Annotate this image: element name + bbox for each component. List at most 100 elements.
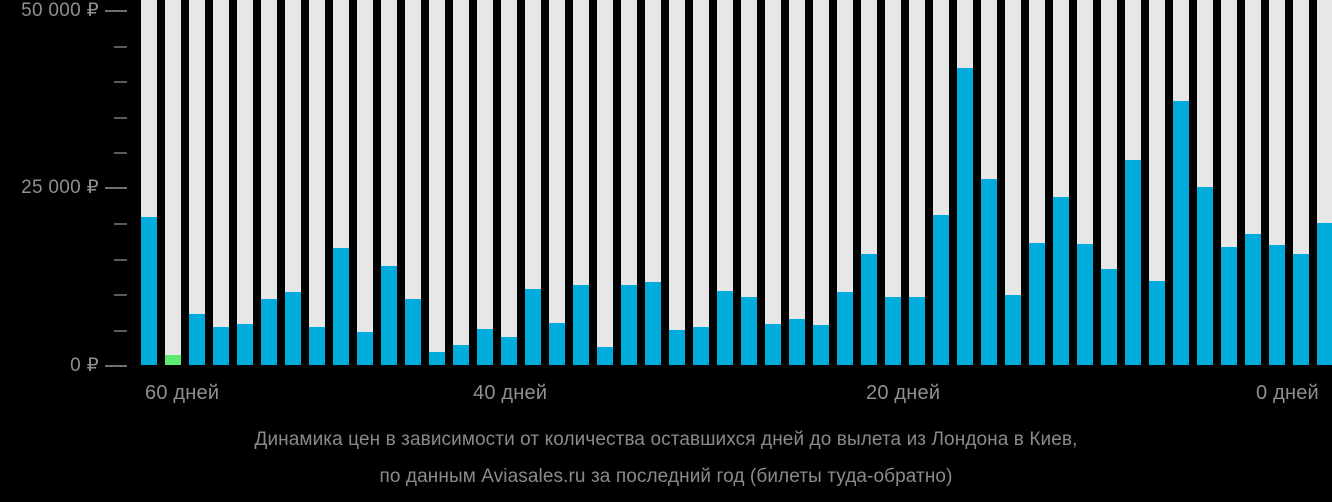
bar-29-days[interactable] bbox=[885, 0, 901, 365]
bar-35-days[interactable] bbox=[741, 0, 757, 365]
bar-track bbox=[165, 0, 181, 365]
bar-57-days[interactable] bbox=[213, 0, 229, 365]
y-axis-tick-major-0 bbox=[105, 365, 127, 367]
bar-track bbox=[1149, 0, 1165, 365]
bar-36-days[interactable] bbox=[717, 0, 733, 365]
bar-track bbox=[549, 0, 565, 365]
bar-19-days[interactable] bbox=[1125, 0, 1141, 365]
bar-fill bbox=[1221, 247, 1237, 365]
bar-27-days[interactable] bbox=[933, 0, 949, 365]
bar-fill bbox=[861, 254, 877, 365]
bar-25-days[interactable] bbox=[981, 0, 997, 365]
bar-track bbox=[189, 0, 205, 365]
bar-fill bbox=[1317, 223, 1332, 365]
bar-track bbox=[261, 0, 277, 365]
bar-40-days[interactable] bbox=[621, 0, 637, 365]
bar-43-days[interactable] bbox=[549, 0, 565, 365]
bar-45-days[interactable] bbox=[501, 0, 517, 365]
bar-13-days[interactable] bbox=[1269, 0, 1285, 365]
x-axis-label-60-days: 60 дней bbox=[145, 382, 220, 404]
bar-fill bbox=[693, 327, 709, 365]
bar-fill bbox=[837, 292, 853, 365]
bar-20-days[interactable] bbox=[1101, 0, 1117, 365]
bar-26-days[interactable] bbox=[957, 0, 973, 365]
bar-54-days[interactable] bbox=[285, 0, 301, 365]
bar-52-days[interactable] bbox=[333, 0, 349, 365]
bar-fill bbox=[1101, 269, 1117, 365]
bar-55-days[interactable] bbox=[261, 0, 277, 365]
bar-22-days[interactable] bbox=[1053, 0, 1069, 365]
bar-fill bbox=[621, 285, 637, 365]
bar-fill bbox=[1245, 234, 1261, 365]
bar-30-days[interactable] bbox=[861, 0, 877, 365]
bar-60-days[interactable] bbox=[141, 0, 157, 365]
bar-track bbox=[717, 0, 733, 365]
bar-33-days[interactable] bbox=[789, 0, 805, 365]
bar-47-days[interactable] bbox=[453, 0, 469, 365]
bar-37-days[interactable] bbox=[693, 0, 709, 365]
bar-15-days[interactable] bbox=[1221, 0, 1237, 365]
bar-39-days[interactable] bbox=[645, 0, 661, 365]
bar-16-days[interactable] bbox=[1197, 0, 1213, 365]
bar-41-days[interactable] bbox=[597, 0, 613, 365]
bar-fill bbox=[909, 297, 925, 365]
bar-track bbox=[837, 0, 853, 365]
bar-53-days[interactable] bbox=[309, 0, 325, 365]
bar-fill bbox=[189, 314, 205, 365]
bar-fill bbox=[1029, 243, 1045, 365]
y-axis-tick-minor-35000 bbox=[114, 117, 127, 119]
bar-fill bbox=[1197, 187, 1213, 365]
bar-58-days[interactable] bbox=[189, 0, 205, 365]
bar-48-days[interactable] bbox=[429, 0, 445, 365]
bar-44-days[interactable] bbox=[525, 0, 541, 365]
bar-59-days[interactable] bbox=[165, 0, 181, 365]
bar-14-days[interactable] bbox=[1245, 0, 1261, 365]
bar-fill bbox=[429, 352, 445, 365]
bar-track bbox=[213, 0, 229, 365]
bar-23-days[interactable] bbox=[1029, 0, 1045, 365]
bar-49-days[interactable] bbox=[405, 0, 421, 365]
bar-fill bbox=[957, 68, 973, 365]
bar-fill bbox=[477, 329, 493, 365]
chart-caption-line-1: Динамика цен в зависимости от количества… bbox=[254, 429, 1078, 450]
bar-42-days[interactable] bbox=[573, 0, 589, 365]
bar-fill bbox=[525, 289, 541, 365]
bar-17-days[interactable] bbox=[1173, 0, 1189, 365]
bar-fill bbox=[933, 215, 949, 365]
bar-28-days[interactable] bbox=[909, 0, 925, 365]
y-axis-tick-minor-40000 bbox=[114, 81, 127, 83]
y-axis-label-50000: 50 000 ₽ bbox=[21, 0, 99, 21]
bar-51-days[interactable] bbox=[357, 0, 373, 365]
bar-24-days[interactable] bbox=[1005, 0, 1021, 365]
bar-track bbox=[597, 0, 613, 365]
bar-fill bbox=[213, 327, 229, 365]
bar-fill bbox=[597, 347, 613, 365]
bar-fill bbox=[357, 332, 373, 365]
bar-fill bbox=[669, 330, 685, 365]
bar-fill bbox=[309, 327, 325, 365]
bar-track bbox=[237, 0, 253, 365]
bar-46-days[interactable] bbox=[477, 0, 493, 365]
bar-track bbox=[573, 0, 589, 365]
bar-21-days[interactable] bbox=[1077, 0, 1093, 365]
bar-56-days[interactable] bbox=[237, 0, 253, 365]
bar-fill bbox=[141, 217, 157, 365]
bar-fill bbox=[885, 297, 901, 365]
bar-50-days[interactable] bbox=[381, 0, 397, 365]
bar-38-days[interactable] bbox=[669, 0, 685, 365]
bar-fill bbox=[261, 299, 277, 365]
y-axis-tick-major-25000 bbox=[105, 187, 127, 189]
bar-11-days[interactable] bbox=[1317, 0, 1332, 365]
bar-31-days[interactable] bbox=[837, 0, 853, 365]
bar-18-days[interactable] bbox=[1149, 0, 1165, 365]
bar-fill bbox=[381, 266, 397, 365]
bar-track bbox=[309, 0, 325, 365]
bar-track bbox=[357, 0, 373, 365]
bar-track bbox=[453, 0, 469, 365]
bar-12-days[interactable] bbox=[1293, 0, 1309, 365]
y-axis-label-0: 0 ₽ bbox=[70, 355, 99, 376]
y-axis: 50 000 ₽ 25 000 ₽ 0 ₽ bbox=[0, 0, 141, 380]
bar-34-days[interactable] bbox=[765, 0, 781, 365]
bar-32-days[interactable] bbox=[813, 0, 829, 365]
